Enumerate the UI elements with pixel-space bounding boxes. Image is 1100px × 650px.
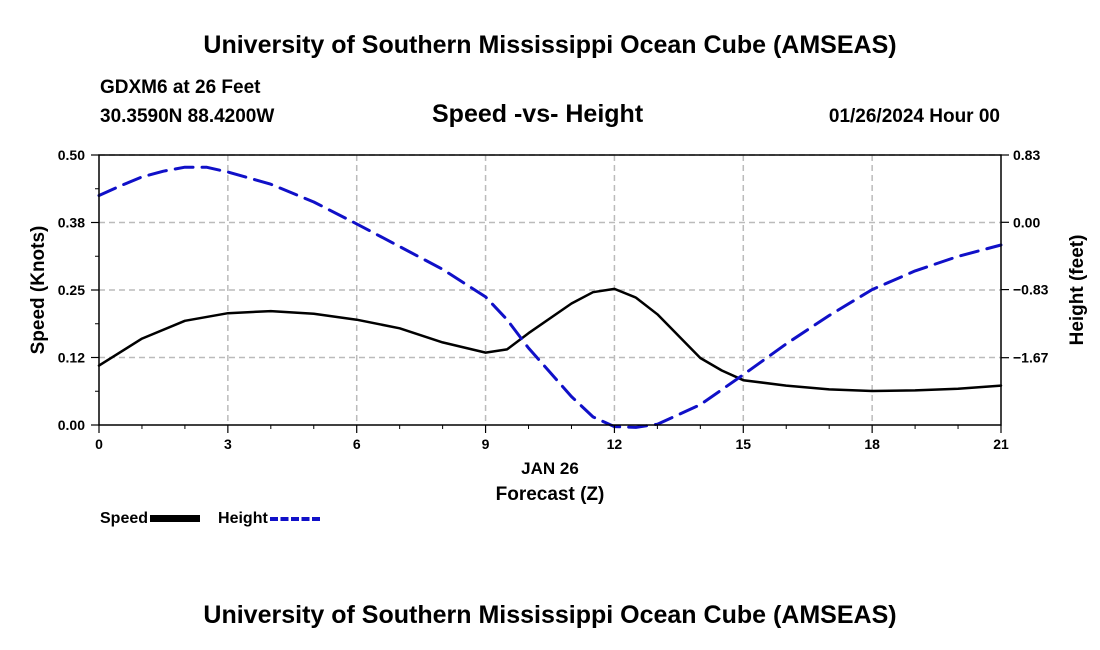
legend-height-swatch — [269, 516, 320, 521]
y-tick-label: 0.38 — [58, 215, 85, 231]
x-tick-label: 0 — [95, 436, 103, 452]
y2-axis-label: Height (feet) — [1067, 235, 1088, 346]
station-label: GDXM6 at 26 Feet — [100, 77, 261, 98]
tick-labels: 0 3 6 9 12 15 18 21 0.00 0.12 0.25 0.38 0.50 −1.67 −0.… — [58, 147, 1049, 452]
forecast-datetime: 01/26/2024 Hour 00 — [828, 106, 1000, 127]
legend-speed-label: Speed — [100, 510, 149, 527]
speed-height-chart: 0 3 6 9 12 15 18 21 0.00 0.12 0.25 0.38 0.50 −1.67 −0.… — [28, 147, 1088, 505]
bottom-title: University of Southern Mississippi Ocean… — [203, 601, 897, 629]
x-tick-label: 18 — [864, 436, 880, 452]
legend-height-label: Height — [218, 510, 268, 527]
y2-tick-label: 0.00 — [1013, 214, 1040, 230]
grid-lines — [99, 154, 1001, 425]
x-tick-label: 12 — [607, 436, 623, 452]
y-axis-label: Speed (Knots) — [28, 226, 49, 355]
y-tick-label: 0.00 — [58, 417, 85, 433]
y-tick-label: 0.25 — [58, 282, 85, 298]
x-tick-label: 9 — [482, 436, 490, 452]
series-lines — [97, 165, 1003, 429]
x-tick-label: 3 — [224, 436, 232, 452]
x-tick-label: 21 — [993, 436, 1009, 452]
height-series-line — [97, 165, 1003, 429]
y2-tick-label: −1.67 — [1013, 350, 1049, 366]
x-tick-label: 6 — [353, 436, 361, 452]
speed-series-line — [97, 287, 1003, 393]
x-axis-label: Forecast (Z) — [496, 484, 605, 505]
y-tick-label: 0.12 — [58, 350, 85, 366]
axis-ticks — [91, 154, 1009, 433]
x-axis-date: JAN 26 — [521, 459, 579, 478]
legend-speed-swatch — [150, 515, 201, 523]
legend: Speed Height — [100, 510, 320, 528]
y-tick-label: 0.50 — [58, 147, 85, 163]
y2-tick-label: −0.83 — [1013, 282, 1049, 298]
y2-tick-label: 0.83 — [1013, 147, 1040, 163]
station-coords: 30.3590N 88.4200W — [100, 106, 275, 127]
chart-title: Speed -vs- Height — [432, 100, 644, 128]
x-tick-label: 15 — [735, 436, 751, 452]
top-title: University of Southern Mississippi Ocean… — [203, 31, 897, 59]
